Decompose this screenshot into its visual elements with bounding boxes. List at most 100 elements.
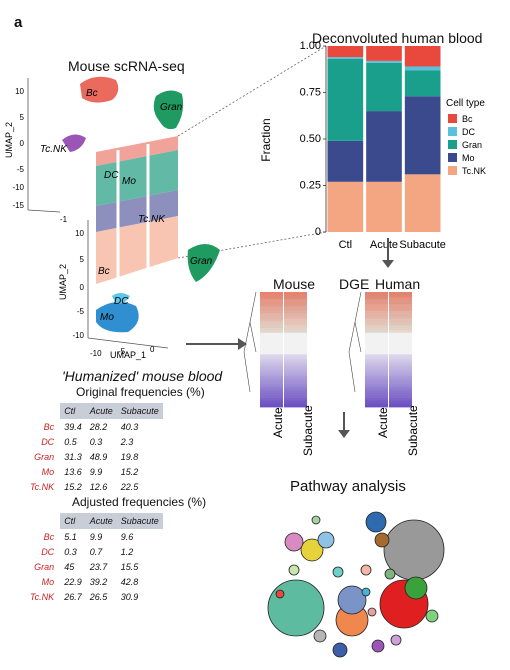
umap-top-tick: -10	[12, 183, 24, 192]
heatmap-cell	[284, 366, 307, 369]
heatmap-cell	[284, 402, 307, 405]
heatmap-cell	[389, 328, 412, 331]
adj-cell: 15.5	[120, 561, 139, 572]
heatmap-cell	[365, 332, 388, 336]
cluster-label: Bc	[86, 88, 98, 99]
adj-col-header: Acute	[85, 513, 117, 529]
table-row: Tc.NK 26.7 26.5 30.9	[30, 589, 163, 604]
heatmap-cell	[389, 388, 412, 391]
heatmap-cell	[365, 364, 388, 367]
heatmap-cell	[365, 354, 388, 357]
table-row: Tc.NK 15.2 12.6 22.5	[30, 479, 163, 494]
heatmap-cell	[365, 344, 388, 348]
heatmap-cell	[260, 402, 283, 405]
heatmap-cell	[260, 368, 283, 372]
heatmap-cell	[284, 323, 307, 326]
heatmap-cell	[284, 344, 307, 348]
heatmap-cell	[365, 373, 388, 377]
heatmap-cell	[365, 349, 388, 353]
mo-cluster	[96, 301, 139, 333]
heatmap-cell	[260, 397, 283, 401]
pathway-bubble-network	[267, 511, 445, 658]
table-row: Bc 39.4 28.2 40.3	[30, 419, 163, 434]
heatmap-cell	[284, 318, 307, 321]
adj-cell: 39.2	[89, 576, 108, 587]
heatmap-cell	[260, 306, 283, 309]
heatmap-cell	[260, 385, 283, 389]
heatmap-cell	[389, 342, 412, 345]
heatmap-cell	[284, 373, 307, 377]
orig-col-header: Subacute	[116, 403, 163, 419]
cluster-label: Gran	[190, 256, 213, 267]
adj-cell: 42.8	[120, 576, 139, 587]
orig-row-label: DC	[30, 434, 61, 449]
heatmap-cell	[260, 352, 283, 355]
heatmap-cell	[284, 292, 307, 295]
heatmap-cell	[284, 368, 307, 372]
heatmap-cell	[389, 376, 412, 379]
bar-segment	[327, 57, 364, 60]
y-tick-label: 0	[315, 226, 321, 238]
pathway-bubble	[390, 634, 402, 646]
bar-segment	[366, 62, 402, 112]
heatmap-human-title: Human	[375, 276, 421, 292]
pathway-bubble	[284, 532, 304, 552]
heatmap-cell	[389, 299, 412, 302]
orig-row-label: Bc	[30, 419, 61, 434]
pathway-bubble	[332, 566, 344, 578]
heatmap-cell	[260, 325, 283, 329]
heatmap-cell	[284, 330, 307, 333]
mouse-title: Mouse scRNA-seq	[68, 58, 185, 74]
adj-row-label: Tc.NK	[30, 589, 61, 604]
dc-cluster	[112, 293, 130, 304]
heatmap-cell	[365, 388, 388, 391]
heatmap-cell	[260, 383, 283, 386]
heatmap-cell	[284, 397, 307, 401]
umap-top-tick: 10	[15, 87, 24, 96]
heatmap-cell	[365, 340, 388, 343]
heatmap-cell	[389, 306, 412, 309]
projection-line	[177, 45, 327, 137]
heatmap-cell	[389, 371, 412, 374]
heatmap-cell	[389, 359, 412, 362]
heatmap-cell	[365, 371, 388, 374]
x-tick-label: Acute	[370, 239, 398, 251]
heatmap-cell	[260, 388, 283, 391]
heatmap-cell	[389, 385, 412, 389]
orig-cell: 28.2	[89, 421, 108, 432]
heatmap-cell	[365, 313, 388, 317]
heatmap-cell	[260, 356, 283, 360]
bar-segment	[366, 181, 402, 232]
pathway-bubble	[337, 585, 367, 615]
y-tick-label: 0.50	[300, 133, 321, 145]
heatmap-cell	[284, 299, 307, 302]
adj-row-label: Bc	[30, 529, 61, 544]
heatmap-cell	[389, 352, 412, 355]
orig-cell: 0.5	[64, 436, 77, 447]
pathway-bubble	[361, 587, 371, 597]
orig-row-label: Mo	[30, 464, 61, 479]
table-row: DC 0.3 0.7 1.2	[30, 544, 163, 559]
adj-cell: 30.9	[120, 591, 139, 602]
heatmap-cell	[284, 356, 307, 360]
pathway-bubble	[374, 532, 390, 548]
orig-row-label: Tc.NK	[30, 479, 61, 494]
umap-bottom-xtick: 0	[150, 345, 155, 354]
heatmap-cell	[260, 376, 283, 379]
heatmap-cell	[365, 380, 388, 384]
umap-bottom-ytick: 5	[80, 255, 85, 264]
heatmap-cell	[260, 390, 283, 393]
heatmap-cell	[260, 323, 283, 326]
heatmap-cell	[284, 308, 307, 312]
x-tick-label: Subacute	[399, 239, 445, 251]
adj-cell: 22.9	[64, 576, 82, 587]
heatmap-cell	[284, 388, 307, 391]
dge-label: DGE	[339, 276, 370, 292]
arrow-head-icon	[338, 430, 350, 438]
heatmap-cell	[260, 299, 283, 302]
heatmap-cell	[365, 304, 388, 307]
arrow-head-icon	[238, 338, 247, 350]
heatmap-cell	[284, 304, 307, 307]
heatmap-cell	[284, 311, 307, 314]
